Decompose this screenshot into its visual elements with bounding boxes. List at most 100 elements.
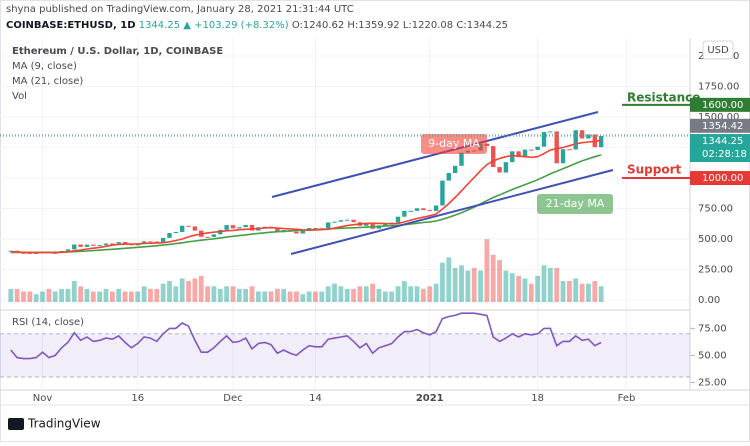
volume-bar (141, 286, 147, 302)
volume-bar (566, 281, 572, 302)
rsi-tick-label: 50.00 (698, 350, 727, 361)
x-tick-label: Dec (223, 393, 242, 404)
candle (65, 249, 71, 251)
x-tick-label: 18 (531, 393, 544, 404)
volume-bar (300, 294, 306, 302)
volume-bar (59, 288, 64, 302)
header-change: ▲ +103.29 (+8.32%) (183, 20, 288, 31)
candle (452, 165, 458, 174)
volume-bar (40, 291, 45, 302)
volume-bar (230, 286, 236, 302)
volume-bar (128, 291, 134, 302)
ma9-line (10, 139, 602, 254)
volume-bar (122, 291, 128, 302)
volume-bar (535, 275, 541, 302)
volume-bar (503, 270, 509, 302)
chart-title: Ethereum / U.S. Dollar, 1D, COINBASE (12, 46, 223, 57)
candle (154, 241, 159, 243)
volume-bar (268, 291, 274, 302)
candle (262, 226, 267, 228)
candle (332, 221, 337, 223)
candle (300, 230, 305, 234)
candle (243, 224, 248, 228)
candle (459, 152, 464, 166)
candle (8, 250, 13, 252)
volume-bar (351, 288, 356, 302)
last-price-label: 1344.25 (702, 136, 743, 147)
support-box (690, 171, 750, 186)
volume-bar (236, 288, 242, 302)
candle (237, 227, 242, 229)
logo[interactable]: TradingView (8, 417, 101, 431)
currency-button[interactable] (702, 40, 734, 60)
x-tick-label: Feb (618, 393, 636, 404)
ma-callout-label: 21-day MA (546, 197, 605, 210)
candle (510, 151, 515, 163)
volume-bar (103, 288, 109, 302)
currency[interactable]: USD (707, 45, 729, 56)
candle (91, 244, 96, 246)
volume-bar (186, 281, 191, 302)
volume-bar (471, 267, 477, 302)
volume-bar (148, 288, 153, 302)
volume-bar (344, 288, 350, 302)
y-tick-label: 1500.00 (698, 112, 739, 123)
x-tick-label: 14 (309, 393, 322, 404)
volume-bar (325, 286, 331, 302)
resistance-value: 1600.00 (702, 100, 743, 111)
volume-bar (440, 262, 445, 302)
candle (351, 219, 356, 223)
ma-callout-label: 9-day MA (428, 137, 480, 150)
volume-bar (313, 291, 318, 302)
plot (0, 130, 690, 378)
volume-bar (586, 283, 591, 302)
volume-bar (376, 288, 382, 302)
header-last: 1344.25 (139, 20, 180, 31)
logo-icon[interactable] (8, 418, 24, 430)
volume-bar (389, 291, 395, 302)
y-tick-label: 1750.00 (698, 82, 739, 93)
rsi-legend: RSI (14, close) (12, 317, 84, 328)
candle (529, 149, 534, 151)
volume-bar (274, 288, 280, 302)
volume-bar (363, 286, 369, 302)
rsi-tick-label: 75.00 (698, 323, 727, 334)
header-high: H:1359.92 (347, 20, 399, 31)
volume-bar (554, 267, 560, 302)
resistance-label: Resistance (627, 90, 700, 104)
candle (345, 219, 350, 221)
volume-bar (382, 291, 388, 302)
high-label: 1354.42 (702, 121, 743, 132)
ohlc-line: COINBASE:ETHUSD, 1D 1344.25 ▲ +103.29 (+… (6, 20, 508, 31)
candle (491, 146, 496, 168)
header-symbol: COINBASE:ETHUSD, 1D (6, 20, 136, 31)
volume-bar (560, 281, 566, 302)
candle (364, 222, 369, 226)
candle (141, 241, 147, 244)
volume-bar (528, 283, 534, 302)
support-value: 1000.00 (702, 173, 743, 184)
candle (522, 149, 528, 158)
candle (338, 220, 344, 222)
volume-bar (452, 267, 458, 302)
brand[interactable]: TradingView (27, 417, 101, 431)
candle (186, 225, 191, 227)
volume-bar (319, 291, 325, 302)
volume-bar (255, 291, 261, 302)
volume-bar (332, 283, 337, 302)
volume-bar (52, 291, 58, 302)
candle (205, 236, 210, 238)
volume-bar (490, 254, 496, 302)
volume-bar (21, 291, 26, 302)
candle (275, 227, 280, 233)
volume-bar (135, 291, 141, 302)
candle (72, 244, 77, 250)
volume-bar (395, 286, 401, 302)
candle (173, 231, 179, 234)
header-open: O:1240.62 (292, 20, 344, 31)
volume-bar (579, 283, 585, 302)
candle (122, 242, 128, 244)
volume-bar (281, 288, 287, 302)
candle (433, 205, 439, 211)
candle (294, 231, 299, 234)
